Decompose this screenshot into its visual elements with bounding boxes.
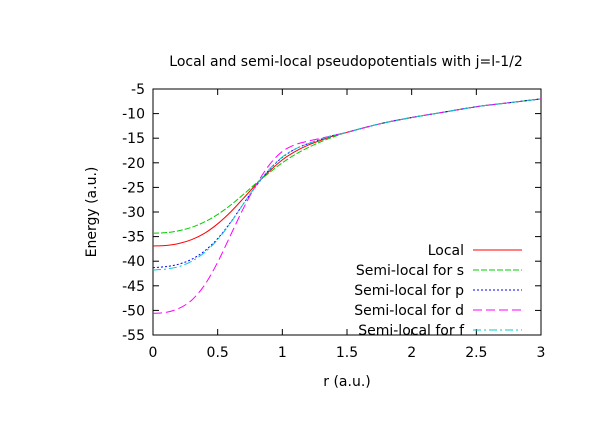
chart-title: Local and semi-local pseudopotentials wi… (169, 54, 522, 70)
y-tick-label: -45 (122, 279, 145, 295)
x-tick-label: 0 (149, 345, 158, 361)
y-tick-label: -50 (122, 303, 145, 319)
series-line-1 (152, 98, 542, 234)
plot-frame (152, 88, 542, 336)
x-tick-label: 1 (278, 345, 287, 361)
legend-label: Semi-local for f (358, 323, 465, 339)
legend-label: Semi-local for s (356, 263, 464, 279)
x-tick-label: 2.5 (465, 345, 487, 361)
y-tick-label: -5 (131, 82, 145, 98)
y-tick-label: -35 (122, 230, 145, 246)
x-axis-title: r (a.u.) (323, 374, 370, 390)
axis-ticks: 0 0.5 1 1.5 2 2.5 3 -55 -50 -45 -40 -35 -30 -25 -20 -15… (122, 82, 545, 361)
y-tick-label: -30 (122, 205, 145, 221)
series-line-4 (152, 98, 542, 271)
series-line-2 (152, 98, 542, 269)
x-tick-label: 3 (537, 345, 546, 361)
legend-label: Local (428, 243, 464, 259)
y-tick-label: -55 (122, 328, 145, 344)
y-tick-label: -20 (122, 156, 145, 172)
x-tick-label: 1.5 (336, 345, 358, 361)
y-axis-title: Energy (a.u.) (84, 167, 100, 258)
y-tick-label: -15 (122, 131, 145, 147)
x-tick-label: 2 (407, 345, 416, 361)
series-lines (152, 98, 542, 314)
y-tick-label: -25 (122, 180, 145, 196)
legend-label: Semi-local for d (354, 303, 464, 319)
series-line-0 (152, 98, 542, 247)
legend-label: Semi-local for p (354, 283, 464, 299)
series-line-3 (152, 98, 542, 314)
legend: Local Semi-local for s Semi-local for p Sem… (354, 243, 522, 339)
x-tick-label: 0.5 (207, 345, 229, 361)
y-tick-label: -10 (122, 107, 145, 123)
y-tick-label: -40 (122, 254, 145, 270)
